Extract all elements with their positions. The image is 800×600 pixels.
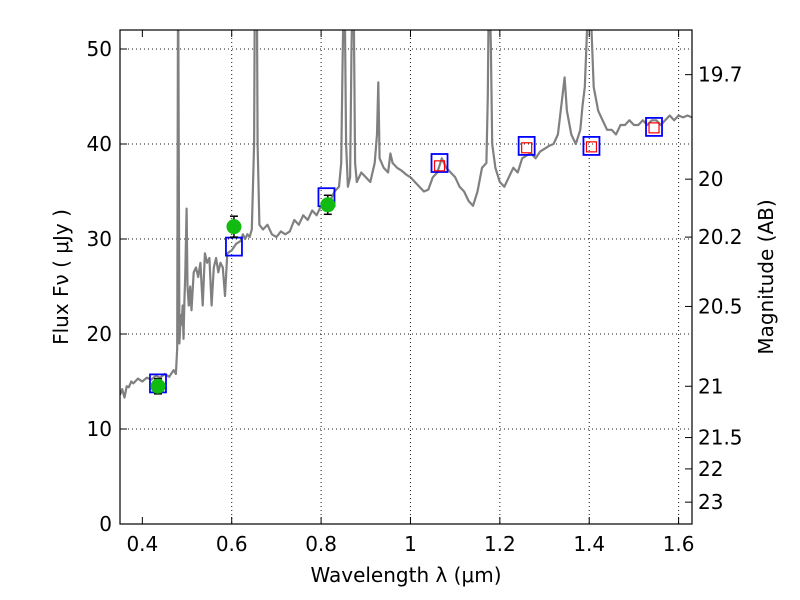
- model-flux-box: [645, 117, 663, 137]
- y-tick-label: 20: [87, 322, 112, 346]
- x-tick-label: 0.8: [305, 532, 337, 556]
- nir-photometry-point: [433, 160, 446, 172]
- right-tick-label: 22: [698, 457, 723, 481]
- nir-photometry-point: [521, 142, 533, 154]
- optical-photometry-point: [226, 219, 242, 235]
- right-tick-label: 21.5: [698, 426, 743, 450]
- y-tick-label: 40: [87, 132, 112, 156]
- x-tick-label: 0.4: [126, 532, 158, 556]
- nir-photometry-point: [585, 141, 598, 153]
- x-tick-label: 0.6: [216, 532, 248, 556]
- y-axis-label: Flux Fν ( μJy ): [49, 209, 73, 345]
- right-tick-label: 20: [698, 167, 723, 191]
- x-axis-label: Wavelength λ (μm): [310, 563, 501, 587]
- y-tick-label: 30: [87, 227, 112, 251]
- right-tick-label: 20.2: [698, 225, 743, 249]
- plot-area: [120, 30, 692, 399]
- right-tick-label: 19.7: [698, 63, 743, 87]
- x-tick-label: 1.6: [663, 532, 695, 556]
- y-tick-label: 0: [99, 512, 112, 536]
- grid: [120, 30, 692, 524]
- plot-frame: [119, 29, 693, 525]
- model-flux-box: [582, 135, 601, 156]
- optical-photometry-point: [150, 378, 166, 394]
- right-tick-label: 23: [698, 490, 723, 514]
- y-tick-label: 10: [87, 417, 112, 441]
- y-tick-label: 50: [87, 37, 112, 61]
- axis-ticks: 0.4 0.6 0.8 1 1.2 1.4 1.6 0 10 20 30 40 50 19.7 20 20.2…: [87, 30, 743, 556]
- y-axis-right-label: Magnitude (AB): [754, 199, 778, 354]
- x-tick-label: 1: [404, 532, 417, 556]
- nir-photometry-point: [648, 122, 660, 134]
- x-tick-label: 1.4: [573, 532, 605, 556]
- model-flux-box: [517, 135, 536, 156]
- optical-photometry-point: [320, 197, 336, 213]
- model-flux-box: [430, 153, 449, 173]
- right-tick-label: 20.5: [698, 294, 743, 318]
- x-tick-label: 1.2: [484, 532, 516, 556]
- right-tick-label: 21: [698, 374, 723, 398]
- spectrum-line: [120, 30, 692, 399]
